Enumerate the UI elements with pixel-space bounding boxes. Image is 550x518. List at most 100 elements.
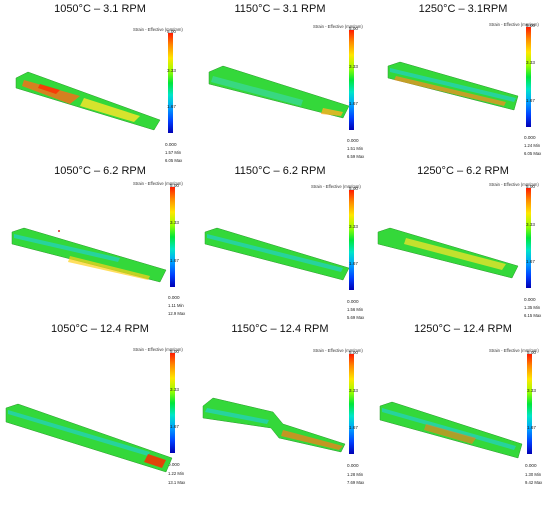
- specimen-image: [387, 61, 519, 111]
- tick-167: 1.67: [349, 101, 358, 106]
- panel-2: 1250°C – 3.1RPM Strain - Effective (mm/m…: [366, 0, 549, 172]
- min-value: 1.30 Min: [525, 472, 542, 477]
- colorbar: [526, 188, 531, 288]
- panel-5: 1250°C – 6.2 RPM Strain - Effective (mm/…: [366, 162, 549, 334]
- max-value: 12.9 Max: [168, 311, 186, 316]
- colorbar: [168, 33, 173, 133]
- tick-333: 3.33: [349, 224, 358, 229]
- tick-0: 0.000: [347, 463, 359, 468]
- panel-title: 1150°C – 6.2 RPM: [234, 165, 326, 177]
- tick-333: 3.33: [527, 388, 536, 393]
- tick-5: 5.00: [349, 26, 358, 31]
- panel-1: 1150°C – 3.1 RPM Strain - Effective (mm/…: [183, 0, 366, 172]
- tick-0: 0.000: [168, 462, 180, 467]
- panel-title: 1250°C – 6.2 RPM: [417, 165, 509, 177]
- specimen-image: [15, 71, 161, 131]
- tick-333: 3.33: [526, 222, 535, 227]
- colorbar: [527, 354, 532, 454]
- tick-333: 3.33: [170, 220, 179, 225]
- tick-167: 1.67: [349, 261, 358, 266]
- tick-5: 5.00: [167, 29, 176, 34]
- colorbar: [526, 27, 531, 127]
- colorbar-title: Strain - Effective (mm/mm): [313, 24, 363, 29]
- colorbar-title: Strain - Effective (mm/mm): [311, 184, 361, 189]
- min-value: 1.35 Min: [524, 305, 541, 310]
- panel-title: 1250°C – 3.1RPM: [418, 3, 508, 15]
- tick-5: 5.00: [526, 23, 535, 28]
- tick-167: 1.67: [527, 425, 536, 430]
- panel-title: 1150°C – 3.1 RPM: [234, 3, 326, 15]
- colorbar: [170, 187, 175, 287]
- specimen-image: [377, 227, 519, 279]
- min-value: 1.57 Min: [165, 150, 182, 155]
- min-value: 1.28 Min: [347, 472, 364, 477]
- max-value: 6.15 Max: [524, 313, 542, 318]
- tick-167: 1.67: [170, 258, 179, 263]
- min-value: 1.11 Min: [168, 303, 184, 308]
- tick-5: 5.00: [349, 350, 358, 355]
- specimen-image: [11, 227, 167, 283]
- max-value: 6.05 Max: [524, 151, 542, 156]
- panel-title: 1150°C – 12.4 RPM: [231, 323, 329, 335]
- min-value: 1.56 Min: [347, 307, 364, 312]
- colorbar: [349, 190, 354, 290]
- panel-4: 1150°C – 6.2 RPM Strain - Effective (mm/…: [183, 162, 366, 334]
- tick-0: 0.000: [524, 135, 536, 140]
- tick-333: 3.33: [349, 64, 358, 69]
- panel-8: 1250°C – 12.4 RPM Strain - Effective (mm…: [366, 320, 549, 492]
- colorbar-title: Strain - Effective (mm/mm): [489, 348, 539, 353]
- tick-333: 3.33: [526, 60, 535, 65]
- tick-0: 0.000: [525, 463, 537, 468]
- colorbar-title: Strain - Effective (mm/mm): [133, 347, 183, 352]
- tick-5: 5.00: [170, 183, 179, 188]
- tick-0: 0.000: [347, 138, 359, 143]
- colorbar: [349, 30, 354, 130]
- max-value: 9.42 Max: [525, 480, 543, 485]
- tick-0: 0.000: [347, 299, 359, 304]
- tick-167: 1.67: [526, 98, 535, 103]
- min-value: 1.51 Min: [347, 146, 364, 151]
- max-value: 7.69 Max: [347, 480, 365, 485]
- colorbar-title: Strain - Effective (mm/mm): [133, 27, 183, 32]
- colorbar: [349, 354, 354, 454]
- max-value: 5.69 Max: [347, 315, 365, 320]
- tick-167: 1.67: [526, 259, 535, 264]
- colorbar: [170, 353, 175, 453]
- tick-333: 3.33: [170, 387, 179, 392]
- min-value: 1.22 Min: [168, 471, 185, 476]
- marker-dot: [58, 230, 60, 232]
- specimen-image: [208, 65, 350, 119]
- min-value: 1.24 Min: [524, 143, 541, 148]
- colorbar-title: Strain - Effective (mm/mm): [489, 182, 539, 187]
- tick-0: 0.000: [165, 142, 177, 147]
- panel-title: 1050°C – 12.4 RPM: [51, 323, 149, 335]
- tick-5: 5.00: [349, 186, 358, 191]
- colorbar-title: Strain - Effective (mm/mm): [313, 348, 363, 353]
- panel-title: 1050°C – 6.2 RPM: [54, 165, 146, 177]
- colorbar-title: Strain - Effective (mm/mm): [489, 22, 539, 27]
- panel-7: 1150°C – 12.4 RPM Strain - Effective (mm…: [183, 320, 366, 492]
- tick-167: 1.67: [167, 104, 176, 109]
- tick-333: 3.33: [167, 68, 176, 73]
- panel-6: 1050°C – 12.4 RPM Strain - Effective (mm…: [0, 320, 186, 492]
- tick-5: 5.00: [526, 184, 535, 189]
- tick-5: 5.00: [527, 350, 536, 355]
- tick-5: 5.00: [170, 349, 179, 354]
- max-value: 13.1 Max: [168, 480, 186, 485]
- tick-0: 0.000: [168, 295, 180, 300]
- tick-167: 1.67: [349, 425, 358, 430]
- panel-3: 1050°C – 6.2 RPM Strain - Effective (mm/…: [0, 162, 186, 334]
- specimen-image: [202, 397, 346, 453]
- specimen-image: [379, 401, 523, 459]
- colorbar-title: Strain - Effective (mm/mm): [133, 181, 183, 186]
- specimen-image: [204, 227, 350, 281]
- tick-167: 1.67: [170, 424, 179, 429]
- max-value: 6.05 Max: [165, 158, 183, 163]
- panel-title: 1050°C – 3.1 RPM: [54, 3, 146, 15]
- specimen-image: [5, 403, 173, 473]
- panel-title: 1250°C – 12.4 RPM: [414, 323, 512, 335]
- tick-333: 3.33: [349, 388, 358, 393]
- max-value: 6.59 Max: [347, 154, 365, 159]
- tick-0: 0.000: [524, 297, 536, 302]
- panel-0: 1050°C – 3.1 RPM Strain - Effective (mm/…: [0, 0, 183, 172]
